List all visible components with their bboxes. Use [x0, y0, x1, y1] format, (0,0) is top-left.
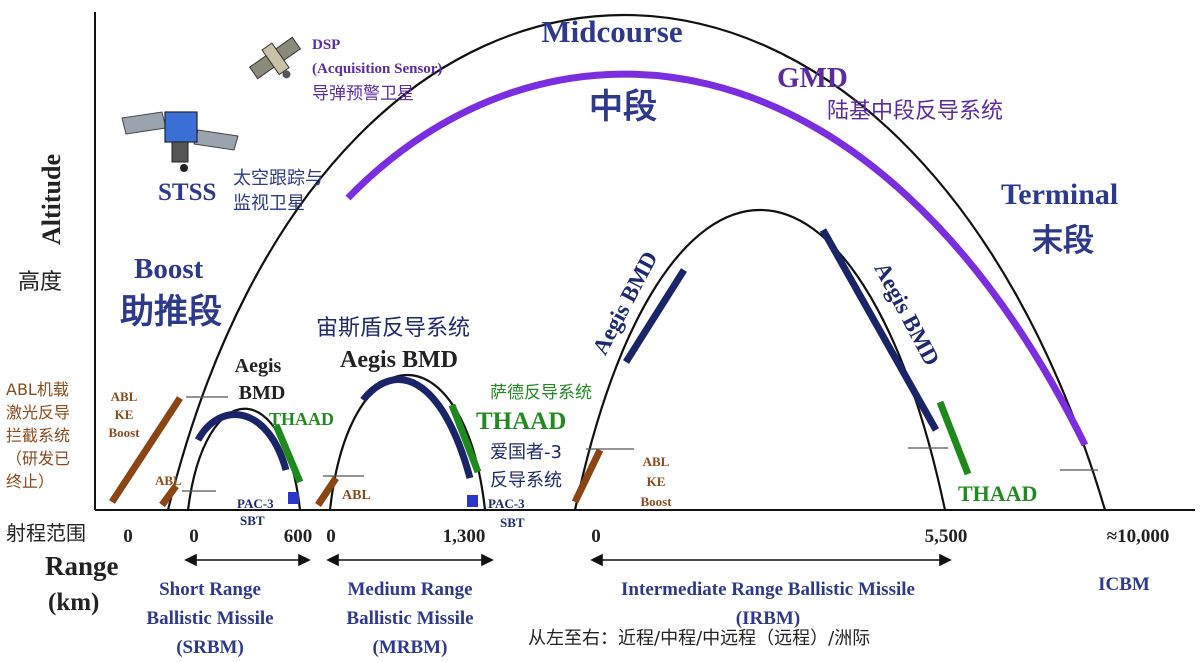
- terminal-label-cn: 末段: [1032, 223, 1094, 259]
- footnote: 从左至右：近程/中程/中远程（远程）/洲际: [528, 628, 871, 649]
- thaad-srbm-bar: [272, 423, 304, 484]
- tick-label: 0: [123, 526, 133, 547]
- category-line: (IRBM): [735, 608, 801, 629]
- abl-label-cn: ABL机载 激光反导 拦截系统 （研发已 终止）: [6, 378, 70, 493]
- patriot-label-cn-2: 反导系统: [490, 470, 562, 491]
- pac3-mrbm-square: [467, 495, 478, 507]
- thaad-irbm-label: THAAD: [958, 481, 1038, 506]
- aegis-irbm-right-bar: [819, 228, 940, 432]
- dsp-label-cn: 导弹预警卫星: [312, 84, 414, 104]
- stss-label: STSS: [158, 179, 217, 206]
- aegis-srbm-arc: [194, 411, 290, 471]
- midcourse-label: Midcourse: [541, 14, 683, 49]
- aegis-label-cn: 宙斯盾反导系统: [316, 316, 471, 341]
- abl-line: KE: [114, 407, 134, 422]
- patriot-label-cn-1: 爱国者-3: [490, 442, 562, 463]
- icbm-category-label: ICBM: [1098, 574, 1150, 595]
- abl-irbm-bar: [571, 448, 604, 504]
- abl-cn-line: ABL机载: [6, 380, 69, 399]
- category-line: Intermediate Range Ballistic Missile: [621, 579, 915, 600]
- icbm-trajectory: [166, 14, 1107, 511]
- abl-srbm-small-label: ABL: [155, 473, 182, 488]
- irbm-category-label: Intermediate Range Ballistic Missile (IR…: [621, 575, 915, 633]
- dsp-satellite-icon: [248, 36, 302, 80]
- gmd-label: GMD: [777, 62, 848, 94]
- arrow-head: [590, 553, 603, 567]
- category-line: Medium Range: [347, 579, 473, 600]
- mrbm-category-label: Medium Range Ballistic Missile (MRBM): [346, 575, 473, 662]
- category-line: Ballistic Missile: [146, 608, 274, 629]
- category-line: (MRBM): [372, 637, 448, 658]
- tick-label: 0: [189, 526, 199, 547]
- abl-line: Boost: [640, 494, 672, 509]
- abl-cn-line: 激光反导: [6, 403, 71, 422]
- abl-line: ABL: [642, 454, 670, 469]
- abl-srbm-label: ABL KE Boost: [108, 388, 139, 442]
- dsp-sublabel: (Acquisition Sensor): [312, 61, 443, 77]
- abl-cn-line: 终止）: [6, 472, 55, 491]
- tick-label: 1,300: [442, 526, 486, 547]
- pac3-srbm-square: [288, 492, 299, 504]
- abl-line: KE: [646, 474, 666, 489]
- pac3-mrbm-sublabel: SBT: [500, 515, 525, 530]
- pac3-srbm-label: PAC-3: [237, 496, 274, 511]
- thaad-irbm-bar: [936, 400, 972, 476]
- abl-mrbm-small-label: ABL: [342, 488, 371, 503]
- thaad-srbm-label: THAAD: [269, 409, 335, 429]
- midcourse-label-cn: 中段: [589, 87, 657, 127]
- thaad-label-cn: 萨德反导系统: [490, 383, 592, 403]
- terminal-label: Terminal: [1001, 178, 1119, 211]
- boost-label-cn: 助推段: [120, 292, 222, 332]
- abl-cn-line: 拦截系统: [6, 426, 71, 445]
- tick-label: 600: [283, 526, 313, 547]
- arrow-head: [298, 553, 311, 567]
- stss-label-cn-2: 监视卫星: [233, 193, 305, 214]
- category-line: Short Range: [159, 579, 261, 600]
- dsp-label: DSP: [312, 37, 341, 53]
- tick-label: ≈10,000: [1106, 526, 1170, 547]
- boost-label: Boost: [134, 253, 204, 285]
- tick-label: 0: [591, 526, 601, 547]
- tick-label: 5,500: [924, 526, 968, 547]
- aegis-srbm-label-2: BMD: [238, 382, 286, 404]
- aegis-mrbm-label: Aegis BMD: [340, 347, 458, 373]
- pac3-mrbm-label: PAC-3: [488, 496, 525, 511]
- srbm-category-label: Short Range Ballistic Missile (SRBM): [146, 575, 273, 662]
- aegis-srbm-label-1: Aegis: [234, 355, 282, 377]
- stss-label-cn-1: 太空跟踪与: [233, 168, 323, 189]
- arrow-head: [481, 553, 494, 567]
- pac3-srbm-sublabel: SBT: [240, 513, 265, 528]
- irbm-trajectory: [573, 208, 947, 511]
- abl-line: Boost: [108, 425, 140, 440]
- category-line: Ballistic Missile: [346, 608, 474, 629]
- aegis-irbm-left-bar: [623, 268, 687, 364]
- gmd-label-cn: 陆基中段反导系统: [827, 99, 1004, 124]
- x-axis-label-cn: 射程范围: [6, 521, 86, 545]
- thaad-mrbm-bar: [448, 403, 482, 474]
- category-line: (SRBM): [176, 637, 244, 658]
- y-axis-label-cn: 高度: [18, 270, 63, 295]
- arrow-head: [939, 553, 952, 567]
- x-axis-label-range: Range: [45, 551, 119, 581]
- thaad-mrbm-label: THAAD: [476, 408, 567, 435]
- aegis-mrbm-arc: [360, 376, 474, 479]
- gmd-purple-arc: [345, 70, 1089, 447]
- abl-irbm-label: ABL KE Boost: [640, 452, 671, 512]
- arrow-head: [326, 553, 339, 567]
- stss-satellite-icon: [121, 111, 239, 172]
- x-axis-label-unit: (km): [48, 589, 100, 616]
- y-axis-label: Altitude: [37, 154, 66, 245]
- tick-label: 0: [326, 526, 336, 547]
- arrow-head: [184, 553, 197, 567]
- abl-cn-line: （研发已: [6, 449, 71, 468]
- abl-mrbm-short-bar: [315, 476, 339, 507]
- abl-srbm-long-bar: [109, 396, 183, 504]
- abl-line: ABL: [110, 389, 138, 404]
- mrbm-trajectory: [328, 373, 487, 511]
- abl-srbm-short-bar: [159, 483, 179, 508]
